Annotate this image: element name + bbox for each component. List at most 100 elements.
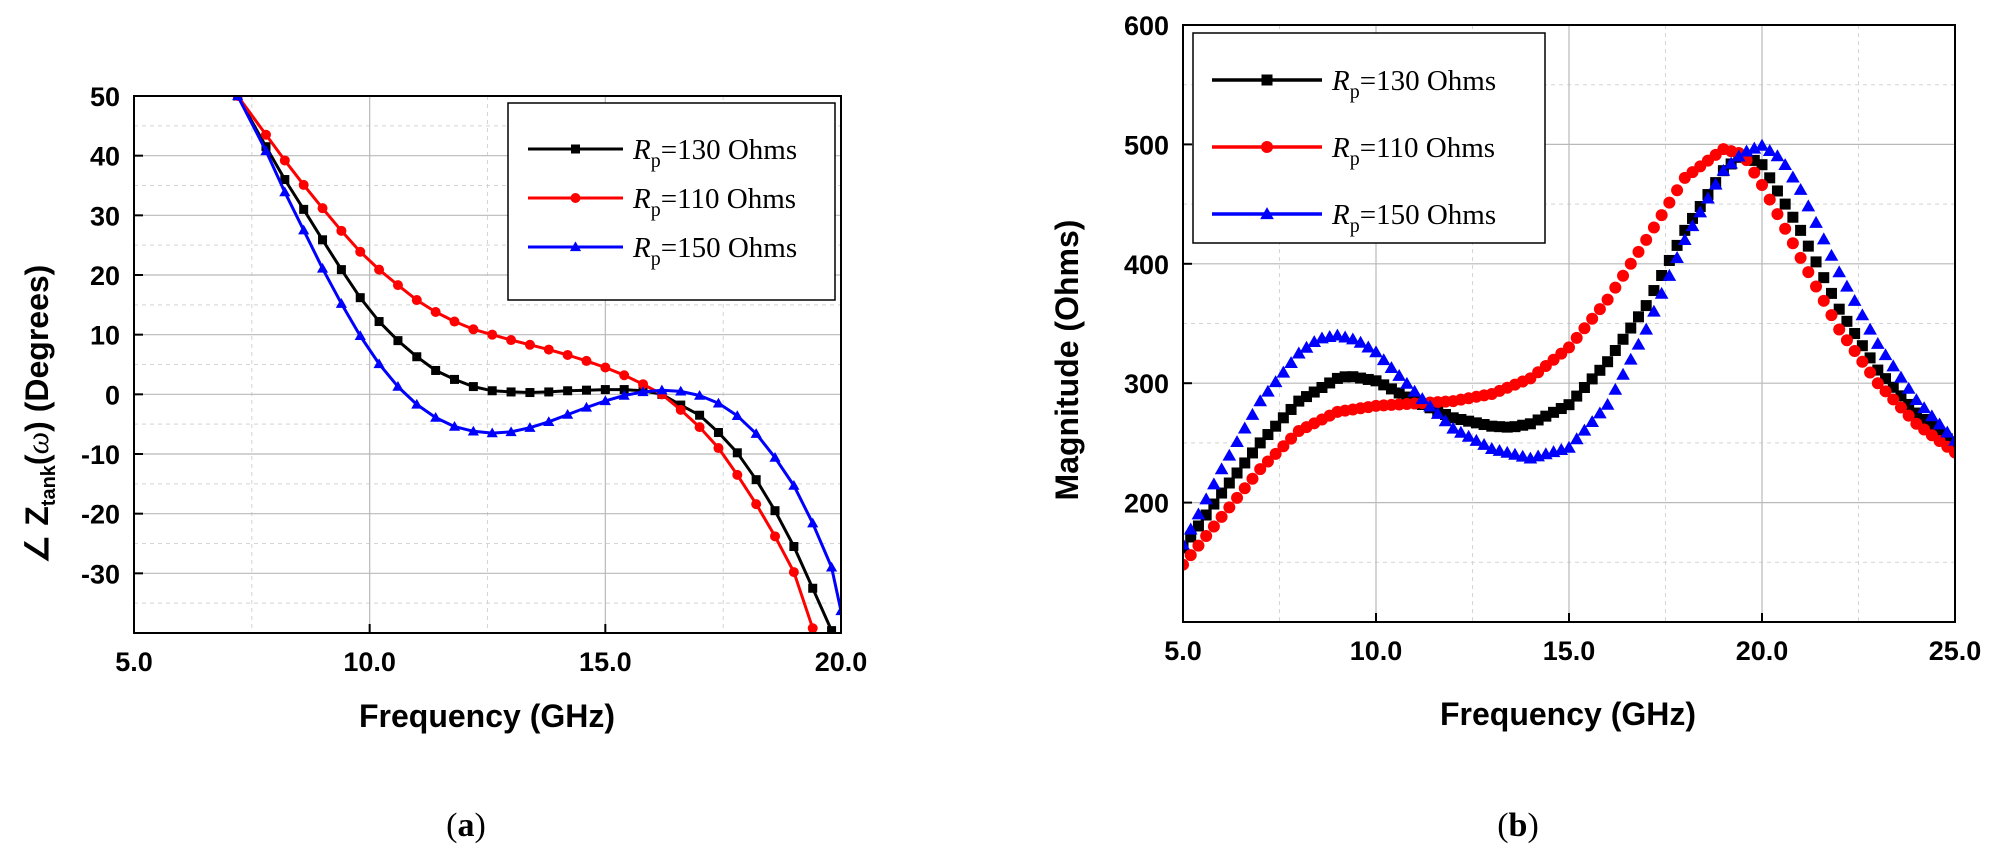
data-point: [1524, 418, 1536, 430]
data-point: [1871, 377, 1884, 390]
data-point: [412, 352, 422, 362]
data-point: [1771, 208, 1784, 221]
data-point: [1802, 266, 1815, 279]
data-point: [1902, 409, 1915, 422]
data-point: [1895, 390, 1907, 402]
data-point: [280, 175, 290, 185]
data-point: [1548, 406, 1560, 418]
data-point: [1886, 359, 1901, 372]
data-point: [1463, 415, 1475, 427]
data-point: [656, 384, 668, 395]
data-point: [1208, 498, 1220, 510]
data-point: [1578, 322, 1591, 335]
data-point: [807, 517, 819, 528]
data-point: [600, 385, 610, 395]
data-point: [1662, 268, 1677, 281]
data-point: [1848, 344, 1861, 357]
data-point: [1656, 270, 1668, 282]
y-tick-label: 50: [90, 82, 120, 112]
data-point: [1640, 233, 1653, 246]
data-point: [1887, 381, 1899, 393]
data-point: [1631, 337, 1646, 350]
data-point: [1183, 522, 1198, 535]
y-tick-label: 200: [1124, 489, 1169, 519]
data-point: [1648, 285, 1660, 297]
data-point: [1423, 399, 1437, 412]
data-point: [1515, 449, 1530, 462]
data-point: [788, 567, 799, 578]
legend-box-b: [1192, 32, 1546, 244]
data-point: [770, 531, 781, 542]
y-axis-label-b: Magnitude (Ohms): [1049, 220, 1085, 501]
legend-label: Rp=110 Ohms: [632, 183, 796, 221]
data-point: [355, 246, 366, 257]
y-tick-label: 600: [1124, 11, 1169, 41]
data-point: [1246, 447, 1258, 459]
data-point: [713, 428, 723, 438]
data-point: [1671, 239, 1683, 251]
data-point: [1602, 356, 1614, 368]
data-point: [619, 385, 629, 395]
data-point: [1230, 435, 1244, 448]
data-point: [279, 186, 291, 197]
data-point: [1623, 352, 1638, 365]
data-point: [637, 386, 649, 397]
data-point: [638, 379, 649, 390]
y-tick-label: 40: [90, 142, 120, 172]
data-point: [1562, 440, 1576, 453]
data-point: [1361, 340, 1376, 353]
data-point: [1563, 341, 1575, 354]
data-point: [392, 380, 404, 391]
data-point: [1809, 215, 1823, 228]
data-point: [431, 365, 441, 375]
legend-item: Rp=130 Ohms: [528, 134, 797, 172]
data-point: [713, 443, 724, 454]
data-point: [1917, 401, 1931, 414]
data-point: [1307, 335, 1322, 348]
data-point: [1617, 269, 1630, 282]
x-tick-label: 20.0: [1736, 636, 1789, 666]
data-point: [618, 389, 630, 400]
data-point: [1400, 376, 1414, 389]
data-point: [468, 324, 479, 335]
data-point: [1517, 419, 1529, 431]
data-point: [299, 204, 309, 214]
data-point: [506, 387, 516, 397]
series-circle-1: [232, 96, 818, 633]
data-point: [1268, 375, 1283, 388]
data-point: [1293, 395, 1305, 407]
y-tick-label: 400: [1124, 250, 1169, 280]
data-point: [1732, 149, 1746, 162]
axis-ticks-a: 5.0 10.0 15.0 20.0 -30 -20 -10 0 10 20 30 40 50: [81, 82, 867, 677]
y-tick-label: 10: [90, 321, 120, 351]
data-point: [1346, 332, 1360, 345]
data-point: [732, 448, 742, 458]
data-point: [1701, 191, 1715, 204]
data-point: [1494, 421, 1506, 433]
data-point: [1670, 251, 1684, 263]
data-point: [1330, 328, 1345, 341]
chart-panel-b: 5.0 10.0 15.0 20.0 25.0 200 300 400 500 600 Frequ…: [1049, 11, 1981, 844]
data-point: [1608, 382, 1623, 395]
data-point: [487, 386, 497, 396]
data-point: [1671, 184, 1684, 197]
data-point: [1663, 196, 1676, 209]
data-point: [563, 386, 573, 396]
data-point: [1840, 279, 1854, 292]
data-point: [448, 420, 461, 431]
data-point: [1563, 399, 1575, 411]
data-point: [807, 623, 818, 633]
plot-area-a: [232, 96, 841, 633]
axis-ticks-b: 5.0 10.0 15.0 20.0 25.0 200 300 400 500 600: [1124, 11, 1981, 666]
data-point: [1787, 211, 1799, 223]
data-point: [599, 395, 611, 406]
data-point: [1832, 265, 1847, 278]
data-point: [695, 410, 705, 420]
data-point: [1254, 463, 1267, 476]
data-point: [1894, 370, 1908, 383]
data-point: [524, 339, 535, 350]
data-point: [827, 626, 837, 633]
data-point: [1639, 322, 1654, 335]
data-point: [1863, 322, 1877, 335]
